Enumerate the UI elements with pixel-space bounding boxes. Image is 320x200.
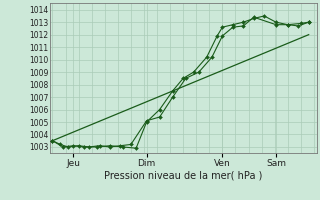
- X-axis label: Pression niveau de la mer( hPa ): Pression niveau de la mer( hPa ): [104, 171, 262, 181]
